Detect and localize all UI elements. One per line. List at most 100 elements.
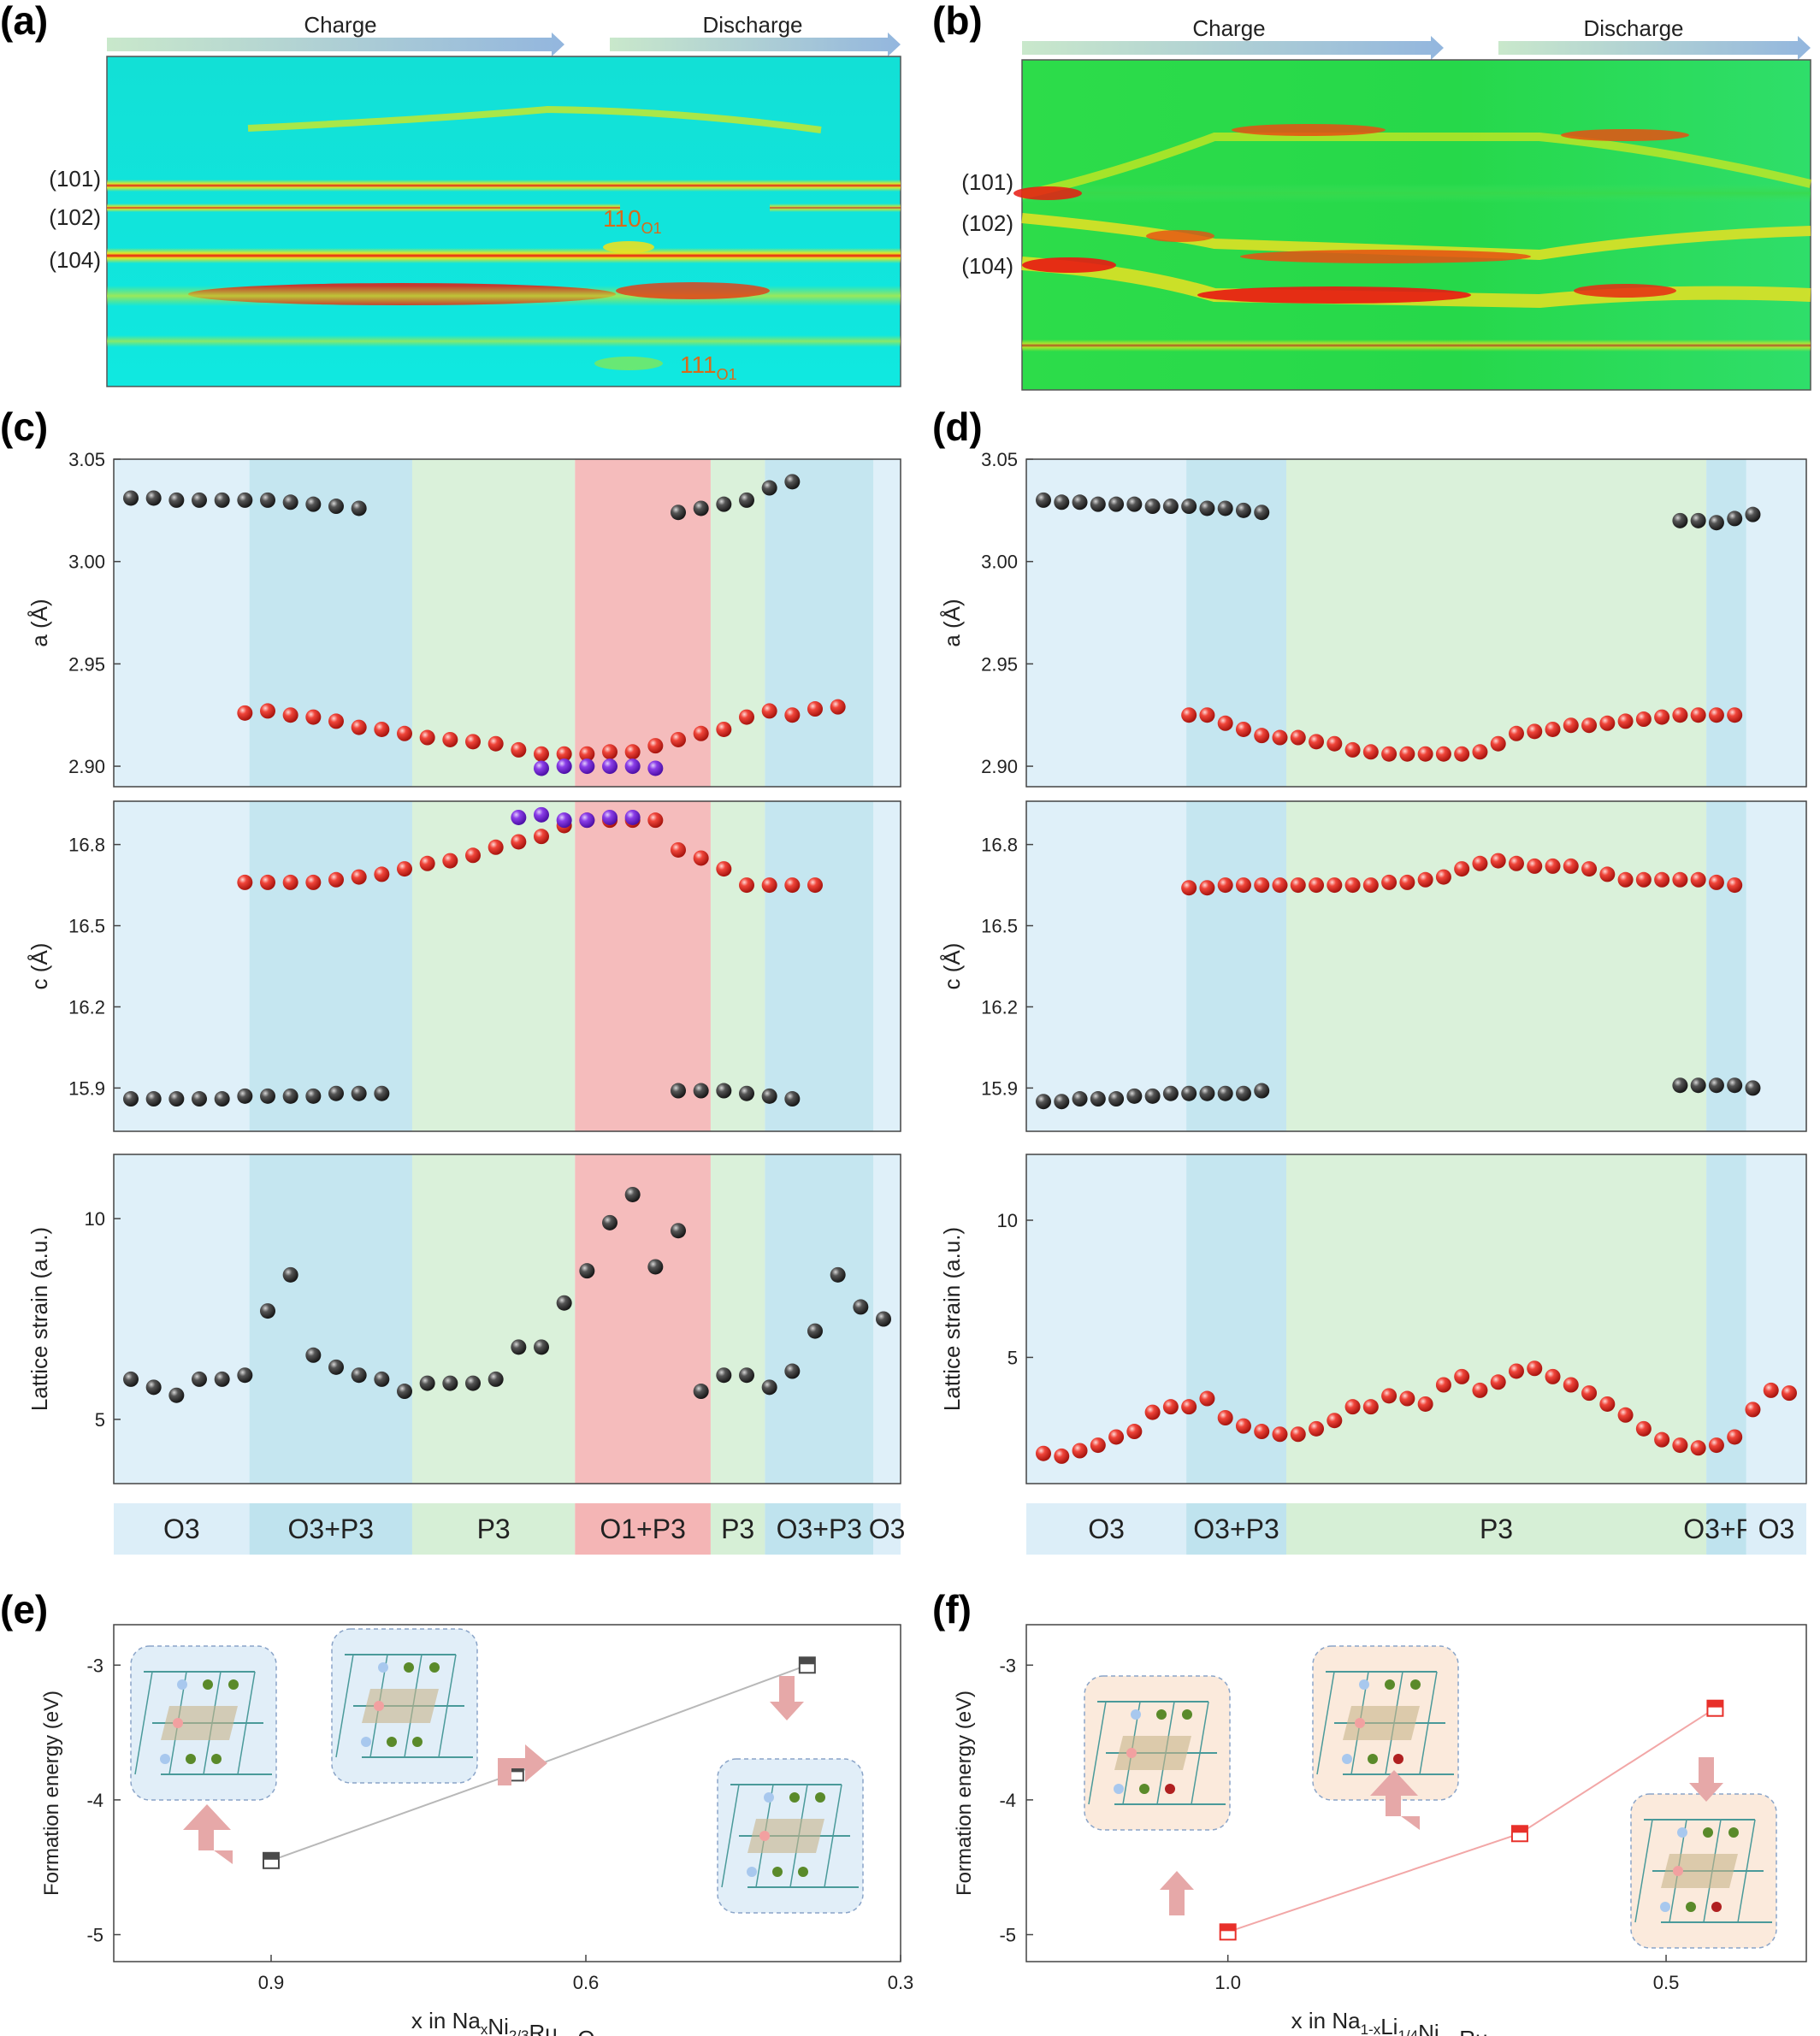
data-point-a-purple — [602, 758, 618, 775]
data-point-strain-red — [1581, 1385, 1598, 1402]
panel-label-e: (e) — [0, 1587, 48, 1632]
ytick-label-a-1: 2.95 — [68, 653, 105, 675]
data-point-strain-red — [1599, 1396, 1616, 1412]
xtick-label-e-1: 0.6 — [573, 1972, 600, 1993]
crystal-e-1-atom — [429, 1662, 440, 1673]
ytick-label-c-2: 16.5 — [981, 916, 1018, 937]
data-point-strain-red — [1435, 1377, 1451, 1393]
data-point-strain-black — [168, 1387, 185, 1403]
data-point-c-black — [1162, 1085, 1179, 1101]
ytick-label-c-3: 16.8 — [981, 835, 1018, 856]
data-point-a-red — [351, 719, 367, 735]
data-point-a-red — [1344, 741, 1361, 758]
phase-band-a-6 — [873, 459, 901, 787]
data-point-strain-black — [237, 1367, 253, 1384]
data-point-c-red — [1327, 877, 1343, 894]
phase-label-5: O3+P3 — [777, 1514, 863, 1544]
panel-label-d: (d) — [932, 404, 983, 449]
data-point-strain-black — [739, 1367, 754, 1384]
data-point-a-red — [1399, 746, 1415, 762]
phase-band-a-2 — [411, 459, 576, 787]
data-point-c-red — [351, 869, 367, 885]
ytick-label-strain-0: 5 — [95, 1409, 105, 1431]
crystal-f-0-prism — [1114, 1736, 1191, 1770]
data-point-a-red — [693, 725, 709, 741]
peak-label-a-0: (101) — [49, 166, 101, 192]
data-point-a-red — [1272, 729, 1288, 746]
data-point-c-red — [1417, 871, 1433, 888]
phase-label-3: O1+P3 — [600, 1514, 686, 1544]
data-point-c-red — [1290, 877, 1306, 894]
crystal-e-1-atom — [378, 1662, 388, 1673]
data-point-a-red — [671, 731, 686, 747]
ytick-label-c-0: 15.9 — [68, 1077, 105, 1099]
discharge-arrow-a — [610, 32, 901, 56]
data-point-strain-red — [1036, 1445, 1051, 1461]
data-point-a-red — [397, 725, 412, 741]
data-point-c-red — [260, 874, 275, 890]
crystal-f-0-atom — [1126, 1748, 1137, 1758]
phase-label-1: O3+P3 — [288, 1514, 375, 1544]
data-point-a-black — [1108, 496, 1125, 512]
crystal-e-1-atom — [404, 1662, 414, 1673]
phase-label-2: P3 — [477, 1514, 511, 1544]
crystal-f-0-atom — [1114, 1784, 1124, 1794]
data-point-strain-red — [1472, 1382, 1488, 1398]
crystal-e-1-edge — [335, 1654, 354, 1758]
data-point-a-red — [282, 707, 298, 723]
crystal-e-1-edge — [438, 1654, 457, 1758]
xlabel-f: x in Na1-xLi1/4Ni1/3Ru5/12O2 — [1291, 2008, 1542, 2036]
panel-label-c: (c) — [0, 404, 48, 449]
data-point-c-red — [1508, 855, 1524, 871]
data-point-a-red — [1672, 707, 1688, 723]
data-point-a-black — [1708, 515, 1724, 531]
ytick-label-a-0: 2.90 — [981, 756, 1018, 777]
data-point-a-red — [1690, 707, 1706, 723]
xtick-label-e-0: 0.9 — [258, 1972, 285, 1993]
crystal-e-0-edge — [237, 1671, 256, 1775]
data-point-strain-black — [579, 1263, 595, 1279]
data-point-c-black — [784, 1091, 801, 1107]
heatmap-a: Charge Discharge (101) (102) (104) 110O1… — [49, 12, 901, 387]
data-point-strain-red — [1654, 1431, 1670, 1448]
data-point-a-black — [1217, 500, 1233, 516]
phase-band-a-0 — [1026, 459, 1187, 787]
data-point-strain-black — [488, 1371, 504, 1387]
transition-arrow-e-0 — [183, 1804, 233, 1864]
data-point-c-red — [1399, 874, 1415, 890]
data-point-strain-black — [534, 1339, 549, 1355]
data-point-a-black — [671, 505, 686, 521]
ytick-label-strain-1: 10 — [85, 1208, 105, 1230]
data-point-a-black — [1672, 512, 1688, 528]
data-point-c-black — [1708, 1077, 1724, 1094]
phase-band-c-1 — [1186, 801, 1286, 1131]
data-point-c-red — [397, 861, 412, 877]
data-point-strain-red — [1763, 1382, 1779, 1398]
energy-marker-fill-e-1 — [507, 1765, 523, 1773]
ytick-label-c-1: 16.2 — [68, 996, 105, 1018]
data-point-strain-black — [830, 1266, 846, 1283]
data-point-c-red — [1181, 880, 1197, 896]
data-point-c-red — [488, 839, 504, 855]
crystal-e-1-atom — [374, 1701, 384, 1711]
data-point-a-red — [1199, 707, 1215, 723]
data-point-a-red — [1617, 713, 1634, 729]
data-point-c-red — [1527, 858, 1543, 874]
data-point-a-red — [237, 705, 253, 721]
crystal-e-2-edge — [721, 1784, 740, 1888]
data-point-strain-black — [761, 1379, 777, 1396]
phase-band-c-0 — [1026, 801, 1187, 1131]
crystal-f-1-atom — [1393, 1754, 1403, 1764]
plot-frame-c — [113, 800, 901, 1132]
data-point-c-black — [693, 1083, 709, 1099]
phase-band-strain-0 — [1026, 1154, 1187, 1484]
data-point-a-red — [761, 703, 777, 719]
data-point-a-red — [260, 703, 275, 719]
crystal-e-2-prism — [748, 1819, 824, 1853]
crystal-f-0-edge — [1088, 1701, 1107, 1805]
ytick-label-a-3: 3.05 — [68, 449, 105, 470]
data-point-a-black — [1727, 510, 1743, 527]
data-point-strain-black — [693, 1384, 709, 1400]
plot-frame-strain — [113, 1154, 901, 1484]
ytick-label-e-2: -5 — [86, 1924, 103, 1945]
